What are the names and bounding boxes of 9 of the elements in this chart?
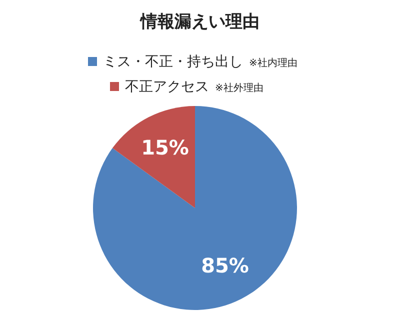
pie-slice: [112, 106, 195, 208]
pie-slice: [93, 106, 297, 310]
text: ※社内理由: [249, 57, 298, 69]
legend-label: 不正アクセス: [125, 79, 209, 95]
data-label: 85%: [201, 253, 249, 278]
text: ※社外理由: [215, 82, 264, 94]
legend-label: ミス・不正・持ち出し: [103, 54, 243, 70]
data-label: 15%: [141, 136, 189, 160]
chart-title: 情報漏えい理由: [140, 12, 260, 32]
